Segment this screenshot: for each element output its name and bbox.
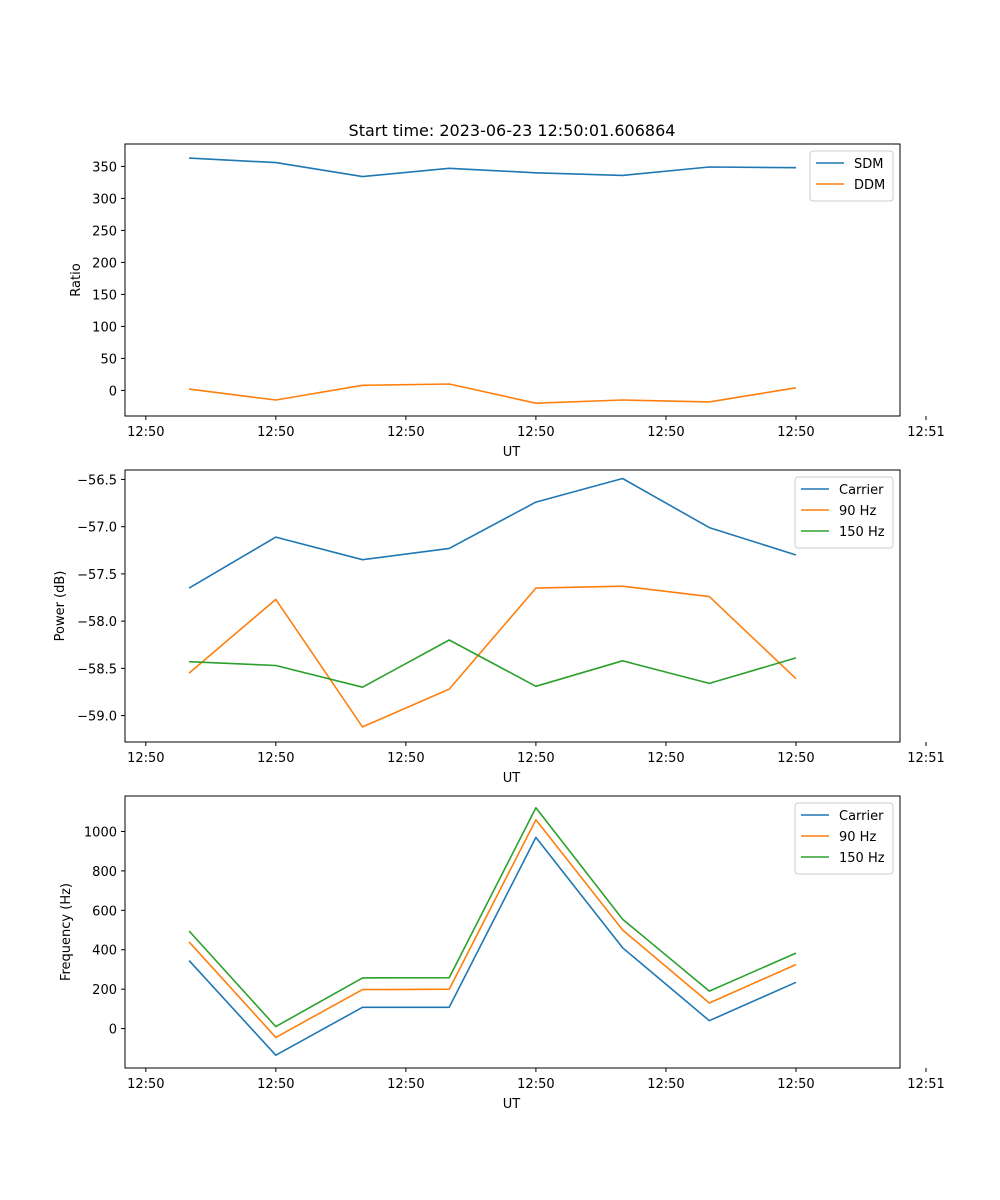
- power-ytick-label: −57.0: [77, 521, 117, 536]
- frequency-ytick-label: 600: [92, 904, 117, 919]
- ratio-series-line: [189, 157, 797, 178]
- ratio-ytick-label: 100: [92, 320, 117, 335]
- power-legend: Carrier 90 Hz 150 Hz: [794, 476, 894, 549]
- ratio-legend-label: SDM: [854, 157, 883, 172]
- frequency-ytick-label: 0: [109, 1023, 117, 1038]
- frequency-panel: 12:50 12:50 12:50 12:50 12:50 12:50 12:51 0 200 4…: [59, 795, 945, 1112]
- frequency-series-line: [188, 818, 797, 1039]
- ratio-ytick-label: 250: [92, 224, 117, 239]
- frequency-xtick-label: 12:50: [257, 1077, 294, 1092]
- ratio-xtick-label: 12:50: [127, 425, 164, 440]
- frequency-xtick-label: 12:50: [517, 1077, 554, 1092]
- ratio-series-line: [189, 383, 797, 405]
- frequency-xtick-label: 12:50: [777, 1077, 814, 1092]
- frequency-legend-label: 150 Hz: [839, 851, 885, 866]
- power-legend-label: Carrier: [839, 483, 884, 498]
- ratio-xtick-label: 12:50: [777, 425, 814, 440]
- power-ytick-label: −57.5: [77, 568, 117, 583]
- ratio-panel: 12:50 12:50 12:50 12:50 12:50 12:50 12:51 0 50 10…: [69, 143, 945, 460]
- ratio-xtick-label: 12:51: [907, 425, 944, 440]
- ratio-legend-label: DDM: [854, 178, 885, 193]
- ratio-xtick-label: 12:50: [257, 425, 294, 440]
- ratio-ytick-label: 50: [100, 352, 117, 367]
- ratio-x-axis-label: UT: [503, 445, 521, 460]
- frequency-ytick-label: 400: [92, 944, 117, 959]
- subplots: 12:50 12:50 12:50 12:50 12:50 12:50 12:51 0 50 10…: [53, 143, 945, 1112]
- power-legend-label: 150 Hz: [839, 525, 885, 540]
- figure-title: Start time: 2023-06-23 12:50:01.606864: [349, 121, 676, 140]
- frequency-xtick-label: 12:50: [387, 1077, 424, 1092]
- frequency-series-line: [188, 806, 797, 1028]
- frequency-x-axis-label: UT: [503, 1097, 521, 1112]
- frequency-legend-label: 90 Hz: [839, 830, 876, 845]
- power-xtick-label: 12:51: [907, 751, 944, 766]
- power-x-axis-label: UT: [503, 771, 521, 786]
- power-xtick-label: 12:50: [387, 751, 424, 766]
- power-panel: 12:50 12:50 12:50 12:50 12:50 12:50 12:51 −59.0…: [53, 469, 945, 786]
- power-y-axis-label: Power (dB): [53, 571, 68, 642]
- power-xtick-label: 12:50: [517, 751, 554, 766]
- ratio-ytick-label: 150: [92, 288, 117, 303]
- frequency-xtick-label: 12:50: [647, 1077, 684, 1092]
- power-ytick-label: −56.5: [77, 473, 117, 488]
- frequency-ytick-label: 200: [92, 983, 117, 998]
- ratio-xtick-label: 12:50: [647, 425, 684, 440]
- ratio-ytick-label: 200: [92, 256, 117, 271]
- frequency-axes-frame: [124, 795, 901, 1069]
- power-xtick-label: 12:50: [777, 751, 814, 766]
- ratio-ytick-label: 300: [92, 192, 117, 207]
- power-ytick-label: −58.0: [77, 615, 117, 630]
- frequency-ytick-label: 800: [92, 865, 117, 880]
- power-series-line: [189, 639, 797, 689]
- ratio-legend: SDM DDM: [809, 150, 894, 202]
- frequency-legend: Carrier 90 Hz 150 Hz: [794, 802, 894, 875]
- power-series-line: [188, 585, 797, 728]
- power-axes-frame: [124, 469, 901, 743]
- power-legend-label: 90 Hz: [839, 504, 876, 519]
- frequency-series-line: [188, 836, 797, 1056]
- power-ytick-label: −59.0: [77, 710, 117, 725]
- ratio-xtick-label: 12:50: [517, 425, 554, 440]
- frequency-y-axis-label: Frequency (Hz): [59, 883, 74, 981]
- power-series-line: [188, 477, 797, 589]
- power-ytick-label: −58.5: [77, 662, 117, 677]
- frequency-xtick-label: 12:50: [127, 1077, 164, 1092]
- power-xtick-label: 12:50: [257, 751, 294, 766]
- ratio-ytick-label: 350: [92, 160, 117, 175]
- frequency-xtick-label: 12:51: [907, 1077, 944, 1092]
- ratio-xtick-label: 12:50: [387, 425, 424, 440]
- ratio-ytick-label: 0: [109, 384, 117, 399]
- power-xtick-label: 12:50: [127, 751, 164, 766]
- ratio-axes-frame: [124, 143, 901, 417]
- power-xtick-label: 12:50: [647, 751, 684, 766]
- frequency-ytick-label: 1000: [84, 825, 117, 840]
- ratio-y-axis-label: Ratio: [69, 263, 84, 296]
- frequency-legend-label: Carrier: [839, 809, 884, 824]
